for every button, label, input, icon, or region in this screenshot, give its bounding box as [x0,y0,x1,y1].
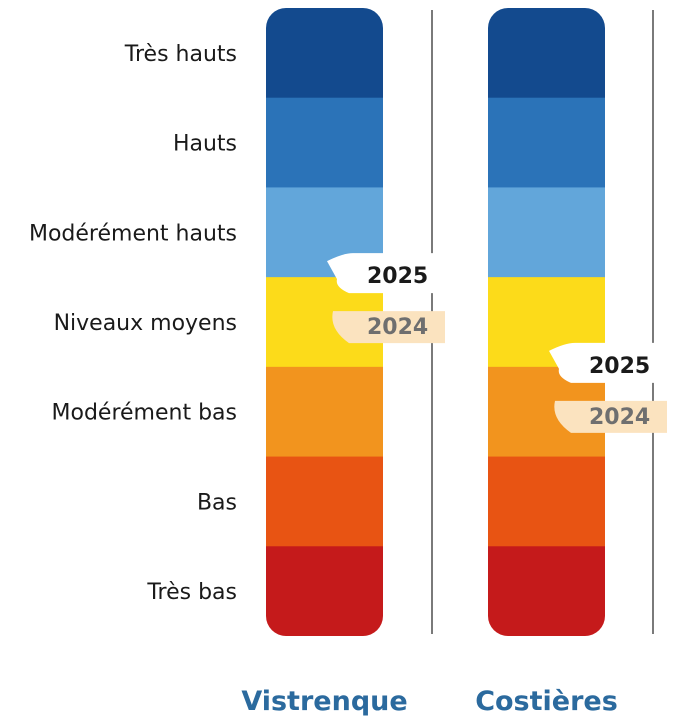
current-year-marker [327,253,445,294]
columns: Vistrenque 2024 2025 Costières 2024 2025 [241,8,667,717]
level-band [266,456,383,547]
level-label: Modérément bas [52,401,237,426]
level-band [488,97,605,188]
previous-year-marker [554,400,667,433]
column-name: Vistrenque [241,686,407,717]
level-label: Bas [197,490,237,515]
current-year-label: 2025 [589,354,650,379]
previous-year-marker [332,311,445,344]
column-bands [488,8,605,636]
level-band [488,8,605,99]
level-label: Modérément hauts [29,221,237,246]
level-column: Costières 2024 2025 [475,8,667,717]
level-column: Vistrenque 2024 2025 [241,8,445,717]
column-name: Costières [475,686,618,717]
level-band [266,546,383,636]
level-label: Très hauts [124,42,237,67]
level-band [266,97,383,188]
level-band [488,546,605,636]
current-year-label: 2025 [367,264,428,289]
current-year-marker [549,342,667,383]
level-label: Hauts [173,132,237,157]
level-band [266,366,383,458]
previous-year-label: 2024 [367,315,428,340]
level-band [488,456,605,547]
level-band [488,187,605,278]
level-band [266,8,383,99]
level-labels: Très hauts Hauts Modérément hauts Niveaux m… [29,42,237,605]
level-label: Très bas [146,580,237,605]
previous-year-label: 2024 [589,405,650,430]
level-label: Niveaux moyens [54,311,237,336]
